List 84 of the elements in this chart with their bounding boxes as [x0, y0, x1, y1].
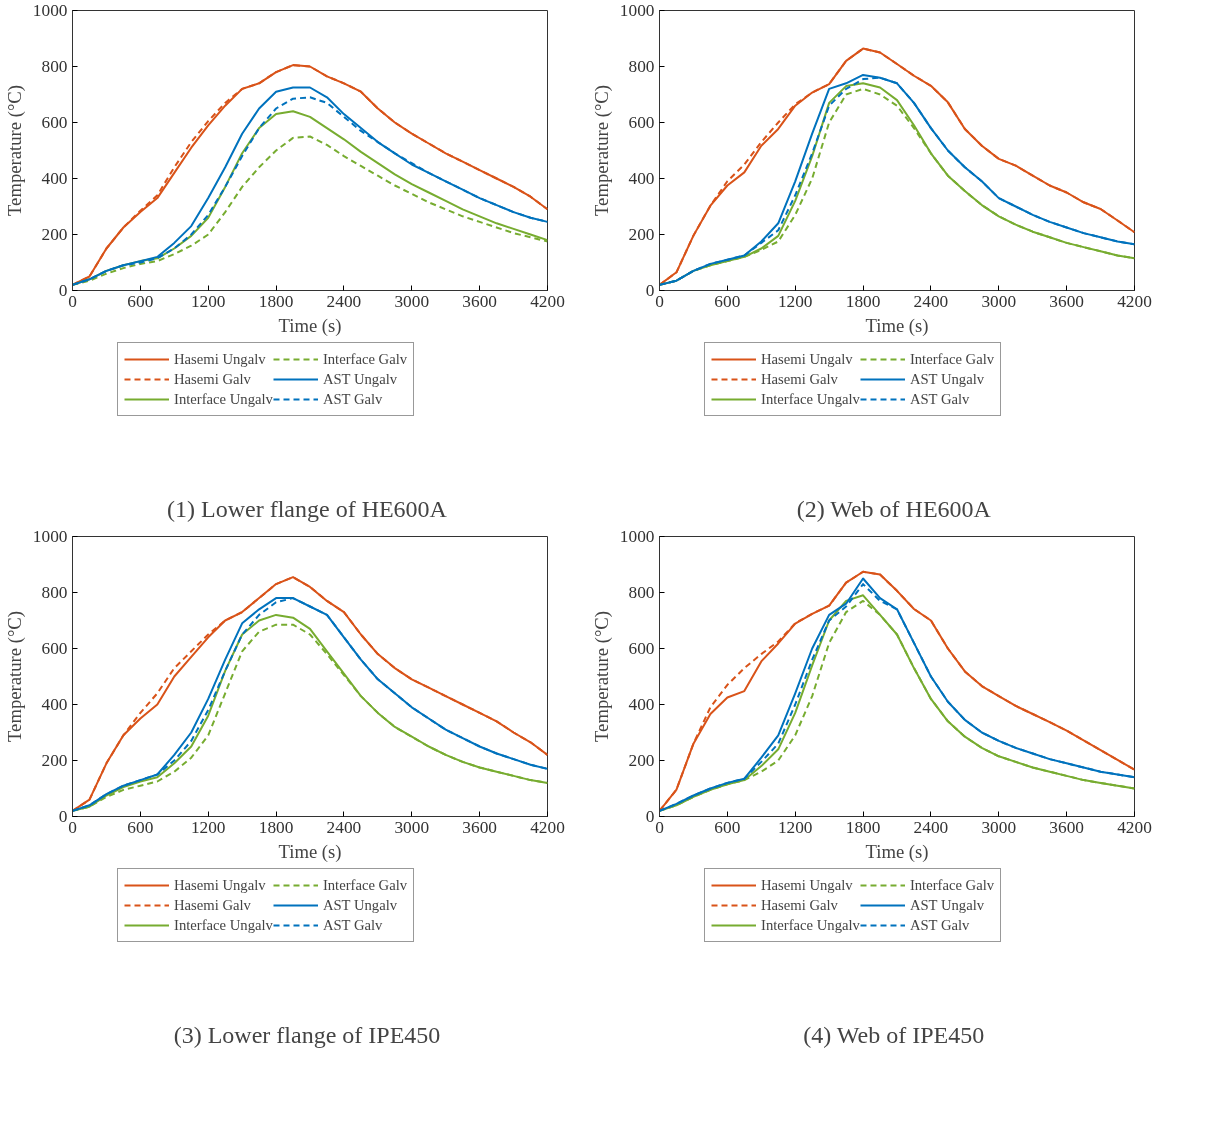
legend-label: Interface Ungalv — [761, 390, 860, 408]
legend-label: Hasemi Galv — [761, 370, 838, 388]
legend-label: Interface Ungalv — [761, 916, 860, 934]
y-axis-title: Temperature (°C) — [3, 610, 26, 742]
legend-label: Hasemi Ungalv — [174, 876, 266, 894]
x-axis-title: Time (s) — [865, 840, 929, 863]
legend-label: Interface Ungalv — [174, 390, 273, 408]
text: (3) Lower flange of IPE450 — [173, 1021, 441, 1048]
x-tick-label: 1800 — [258, 291, 294, 311]
legend-label: AST Ungalv — [909, 370, 985, 388]
x-tick-label: 1200 — [190, 291, 226, 311]
x-tick-label: 4200 — [530, 291, 565, 311]
y-tick-label: 600 — [41, 113, 68, 132]
y-tick-label: 800 — [628, 583, 655, 602]
y-tick-label: 400 — [41, 169, 68, 188]
y-axis-title: Temperature (°C) — [590, 610, 613, 742]
y-tick-label: 200 — [41, 225, 68, 244]
legend-label: AST Ungalv — [322, 370, 398, 388]
x-axis-title: Time (s) — [278, 314, 342, 337]
x-tick-label: 2400 — [326, 817, 362, 837]
x-tick-label: 3000 — [981, 817, 1017, 837]
x-tick-label: 1800 — [258, 817, 294, 837]
text: (2) Web of HE600A — [796, 495, 992, 522]
x-tick-label: 3600 — [462, 291, 497, 311]
legend-label: Hasemi Ungalv — [761, 876, 853, 894]
x-tick-label: 3000 — [394, 817, 430, 837]
x-tick-label: 600 — [127, 291, 154, 311]
x-tick-label: 1800 — [845, 291, 881, 311]
x-tick-label: 3600 — [462, 817, 497, 837]
y-tick-label: 1000 — [619, 527, 655, 546]
legend-label: AST Galv — [322, 390, 383, 408]
x-tick-label: 1200 — [777, 817, 813, 837]
legend-label: Hasemi Galv — [761, 896, 838, 914]
y-axis-title: Temperature (°C) — [590, 84, 613, 216]
y-tick-label: 400 — [628, 695, 655, 714]
legend-label: Interface Galv — [322, 876, 408, 894]
legend-label: AST Galv — [909, 390, 970, 408]
x-tick-label: 600 — [714, 291, 741, 311]
legend-label: Hasemi Ungalv — [761, 350, 853, 368]
y-tick-label: 400 — [628, 169, 655, 188]
legend-label: AST Galv — [909, 916, 970, 934]
x-tick-label: 600 — [127, 817, 154, 837]
legend-label: Hasemi Galv — [174, 370, 251, 388]
y-tick-label: 600 — [628, 639, 655, 658]
y-tick-label: 200 — [628, 225, 655, 244]
y-tick-label: 600 — [41, 639, 68, 658]
y-tick-label: 800 — [41, 57, 68, 76]
x-axis-title: Time (s) — [865, 314, 929, 337]
x-tick-label: 4200 — [530, 817, 565, 837]
x-tick-label: 4200 — [1117, 291, 1152, 311]
legend-label: AST Ungalv — [909, 896, 985, 914]
x-tick-label: 2400 — [913, 291, 949, 311]
y-tick-label: 1000 — [32, 527, 68, 546]
legend-label: Interface Galv — [909, 350, 995, 368]
legend-label: AST Galv — [322, 916, 383, 934]
y-tick-label: 800 — [41, 583, 68, 602]
legend-label: Hasemi Ungalv — [174, 350, 266, 368]
legend-label: AST Ungalv — [322, 896, 398, 914]
x-tick-label: 3000 — [394, 291, 430, 311]
text: (4) Web of IPE450 — [803, 1021, 985, 1048]
x-tick-label: 3600 — [1049, 291, 1084, 311]
y-tick-label: 400 — [41, 695, 68, 714]
y-tick-label: 600 — [628, 113, 655, 132]
y-tick-label: 800 — [628, 57, 655, 76]
legend-label: Hasemi Galv — [174, 896, 251, 914]
legend-label: Interface Ungalv — [174, 916, 273, 934]
y-tick-label: 1000 — [619, 1, 655, 20]
x-tick-label: 2400 — [913, 817, 949, 837]
x-tick-label: 1200 — [190, 817, 226, 837]
x-axis-title: Time (s) — [278, 840, 342, 863]
y-tick-label: 200 — [41, 751, 68, 770]
y-tick-label: 1000 — [32, 1, 68, 20]
y-tick-label: 200 — [628, 751, 655, 770]
x-tick-label: 600 — [714, 817, 741, 837]
text: (1) Lower flange of HE600A — [167, 495, 448, 522]
x-tick-label: 4200 — [1117, 817, 1152, 837]
x-tick-label: 1200 — [777, 291, 813, 311]
x-tick-label: 3600 — [1049, 817, 1084, 837]
x-tick-label: 3000 — [981, 291, 1017, 311]
legend-label: Interface Galv — [322, 350, 408, 368]
x-tick-label: 1800 — [845, 817, 881, 837]
x-tick-label: 2400 — [326, 291, 362, 311]
y-axis-title: Temperature (°C) — [3, 84, 26, 216]
legend-label: Interface Galv — [909, 876, 995, 894]
